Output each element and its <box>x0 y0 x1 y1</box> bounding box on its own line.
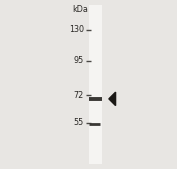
Text: 95: 95 <box>74 56 84 65</box>
Polygon shape <box>109 92 116 106</box>
Text: kDa: kDa <box>73 5 88 14</box>
Text: 72: 72 <box>74 91 84 100</box>
Text: 55: 55 <box>74 118 84 127</box>
Text: 130: 130 <box>69 25 84 34</box>
Bar <box>89 5 102 164</box>
